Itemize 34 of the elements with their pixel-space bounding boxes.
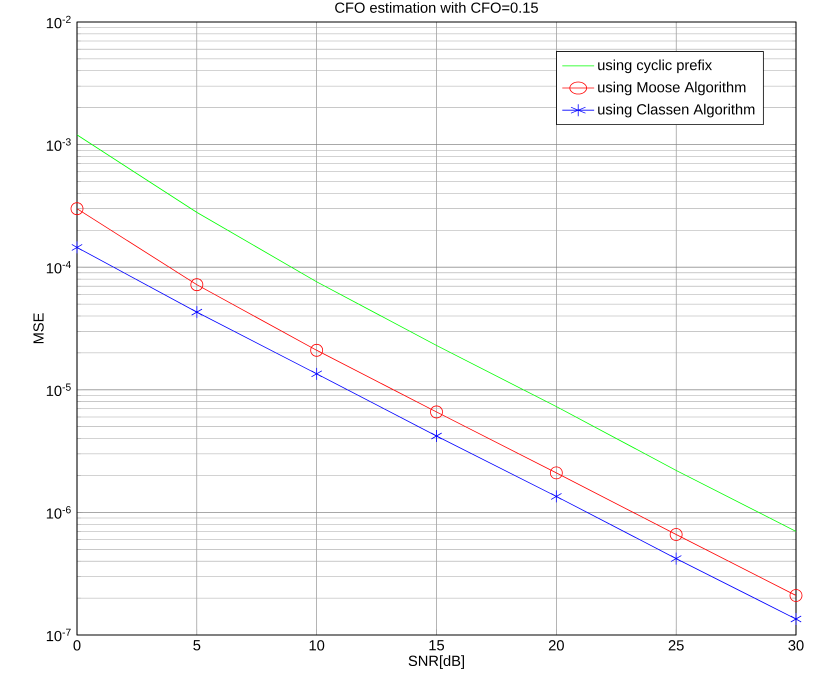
point [550,466,563,480]
x-tick-label: 25 [668,640,684,651]
x-tick-label: 15 [429,640,444,650]
point [190,278,204,292]
point [670,552,682,565]
x-tick-label: 20 [548,640,564,651]
legend-label: using Classen Algorithm [598,104,754,118]
point [790,612,802,626]
chart-title: CFO estimation with CFO=0.15 [335,2,538,13]
point [310,344,324,357]
point [550,490,562,503]
x-tick-label: 10 [310,640,324,651]
point [70,202,84,216]
point [311,367,322,380]
y-tick-label: 10$^{-5}$ [46,384,71,396]
point [191,306,202,319]
x-tick-label: 5 [193,640,200,650]
point [430,406,443,418]
point [71,241,83,254]
y-tick-label: 10$^{-6}$ [46,506,71,519]
y-tick-label: 10$^{-2}$ [46,16,71,28]
legend-label: using Moose Algorithm [598,82,746,96]
line-series [77,134,796,532]
legend-label: using cyclic prefix [598,59,712,74]
y-tick-label: 10$^{-7}$ [46,628,71,642]
y-tick-label: 10$^{-4}$ [46,260,71,274]
point [430,430,442,442]
y-axis-title: MSE [33,313,44,344]
x-tick-label: 30 [788,640,804,651]
x-axis-title: SNR[dB] [408,655,464,669]
x-tick-label: 0 [73,640,80,651]
y-tick-label: 10$^{-3}$ [46,138,71,151]
point [790,589,802,602]
point [670,528,683,541]
